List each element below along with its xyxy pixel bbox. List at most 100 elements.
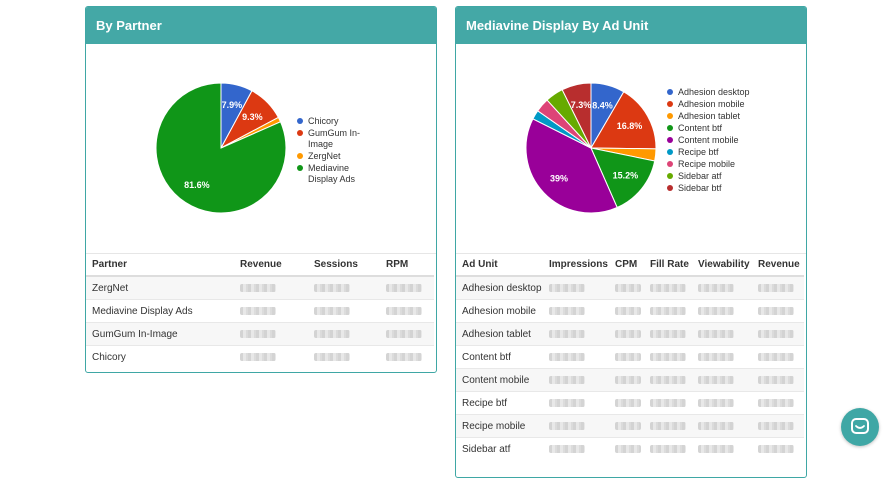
ad-unit-redacted-cell — [644, 368, 692, 392]
partner-slice-label-0: 7.9% — [222, 100, 243, 110]
partner-legend-item[interactable]: Mediavine Display Ads — [297, 163, 377, 185]
ad-unit-table-row[interactable]: Adhesion desktop — [456, 275, 804, 300]
redacted-value — [549, 283, 585, 292]
ad-unit-redacted-cell — [609, 299, 644, 323]
ad-unit-redacted-cell — [752, 275, 804, 300]
partner-row-name: Chicory — [86, 345, 234, 368]
ad-unit-redacted-cell — [543, 368, 609, 392]
ad-unit-table-row[interactable]: Content btf — [456, 345, 804, 369]
redacted-value — [650, 421, 686, 430]
ad-unit-redacted-cell — [692, 437, 752, 460]
partner-column-header[interactable]: Revenue — [234, 254, 308, 277]
redacted-value — [615, 421, 641, 430]
redacted-value — [650, 352, 686, 361]
ad-unit-legend-swatch — [667, 89, 673, 95]
redacted-value — [314, 283, 350, 292]
ad-unit-redacted-cell — [692, 275, 752, 300]
partner-column-header[interactable]: Sessions — [308, 254, 380, 277]
partner-table-row[interactable]: ZergNet — [86, 275, 434, 300]
partner-table-row[interactable]: Mediavine Display Ads — [86, 299, 434, 323]
ad-unit-row-name: Content mobile — [456, 368, 543, 392]
partner-table-header: Partner Revenue Sessions RPM — [86, 254, 434, 277]
ad-unit-slice-label-8: 7.3% — [571, 100, 592, 110]
ad-unit-legend-item[interactable]: Sidebar atf — [667, 171, 757, 182]
redacted-value — [615, 398, 641, 407]
ad-unit-column-header[interactable]: Ad Unit — [456, 254, 543, 277]
ad-unit-redacted-cell — [543, 391, 609, 415]
redacted-value — [650, 375, 686, 384]
partner-legend-item[interactable]: ZergNet — [297, 151, 377, 162]
redacted-value — [758, 421, 794, 430]
ad-unit-redacted-cell — [752, 368, 804, 392]
ad-unit-legend-item[interactable]: Adhesion tablet — [667, 111, 757, 122]
ad-unit-legend-label: Adhesion desktop — [678, 87, 750, 97]
ad-unit-legend-item[interactable]: Adhesion desktop — [667, 87, 757, 98]
partner-redacted-cell — [234, 322, 308, 346]
redacted-value — [758, 329, 794, 338]
ad-unit-legend-item[interactable]: Content btf — [667, 123, 757, 134]
redacted-value — [386, 283, 422, 292]
ad-unit-table-row[interactable]: Recipe btf — [456, 391, 804, 415]
redacted-value — [615, 444, 641, 453]
redacted-value — [615, 329, 641, 338]
ad-unit-redacted-cell — [609, 414, 644, 438]
ad-unit-table: Ad Unit Impressions CPM Fill Rate Viewabilit… — [456, 254, 804, 460]
ad-unit-redacted-cell — [609, 322, 644, 346]
partner-legend: Chicory GumGum In-Image ZergNet Mediavine D… — [297, 116, 377, 186]
ad-unit-redacted-cell — [752, 322, 804, 346]
redacted-value — [240, 329, 276, 338]
redacted-value — [615, 306, 641, 315]
ad-unit-redacted-cell — [752, 414, 804, 438]
ad-unit-legend-label: Adhesion mobile — [678, 99, 745, 109]
ad-unit-legend-item[interactable]: Sidebar btf — [667, 183, 757, 194]
ad-unit-slice-label-0: 8.4% — [592, 100, 613, 110]
ad-unit-column-header[interactable]: Revenue — [752, 254, 804, 277]
ad-unit-legend-item[interactable]: Adhesion mobile — [667, 99, 757, 110]
ad-unit-column-header[interactable]: CPM — [609, 254, 644, 277]
ad-unit-slice-1[interactable] — [590, 91, 657, 150]
ad-unit-table-row[interactable]: Content mobile — [456, 368, 804, 392]
partner-legend-item[interactable]: Chicory — [297, 116, 377, 127]
partner-column-header[interactable]: Partner — [86, 254, 234, 277]
ad-unit-slice-4[interactable] — [525, 118, 618, 214]
partner-column-header[interactable]: RPM — [380, 254, 434, 277]
redacted-value — [698, 306, 734, 315]
partner-table-row[interactable]: GumGum In-Image — [86, 322, 434, 346]
partner-legend-item[interactable]: GumGum In-Image — [297, 128, 377, 150]
redacted-value — [698, 375, 734, 384]
ad-unit-slice-8[interactable] — [561, 82, 592, 149]
ad-unit-legend-item[interactable]: Content mobile — [667, 135, 757, 146]
ad-unit-legend-label: Content mobile — [678, 135, 739, 145]
ad-unit-column-header[interactable]: Fill Rate — [644, 254, 692, 277]
ad-unit-table-row[interactable]: Adhesion mobile — [456, 299, 804, 323]
partner-card-title: By Partner — [86, 7, 436, 44]
ad-unit-legend-item[interactable]: Recipe btf — [667, 147, 757, 158]
ad-unit-column-header[interactable]: Impressions — [543, 254, 609, 277]
ad-unit-legend-label: Adhesion tablet — [678, 111, 741, 121]
partner-pie-chart: 7.9% 9.3% 81.6% — [155, 82, 287, 214]
redacted-value — [650, 306, 686, 315]
redacted-value — [549, 444, 585, 453]
chat-button[interactable] — [841, 408, 879, 446]
ad-unit-redacted-cell — [644, 391, 692, 415]
ad-unit-column-header[interactable]: Viewability — [692, 254, 752, 277]
ad-unit-table-row[interactable]: Recipe mobile — [456, 414, 804, 438]
partner-legend-label: ZergNet — [308, 151, 341, 161]
ad-unit-slice-label-4: 39% — [550, 173, 568, 183]
partner-redacted-cell — [234, 275, 308, 300]
ad-unit-legend-label: Sidebar btf — [678, 183, 722, 193]
ad-unit-redacted-cell — [644, 414, 692, 438]
ad-unit-redacted-cell — [609, 345, 644, 369]
ad-unit-row-name: Recipe mobile — [456, 414, 543, 438]
ad-unit-table-row[interactable]: Adhesion tablet — [456, 322, 804, 346]
ad-unit-legend-item[interactable]: Recipe mobile — [667, 159, 757, 170]
ad-unit-row-name: Adhesion mobile — [456, 299, 543, 323]
partner-redacted-cell — [380, 275, 434, 300]
ad-unit-legend: Adhesion desktop Adhesion mobile Adhesion … — [667, 87, 757, 195]
ad-unit-table-row[interactable]: Sidebar atf — [456, 437, 804, 460]
partner-table-row[interactable]: Chicory — [86, 345, 434, 368]
ad-unit-slice-3[interactable] — [590, 147, 656, 209]
ad-unit-redacted-cell — [692, 345, 752, 369]
partner-slice-3[interactable] — [155, 82, 287, 214]
redacted-value — [240, 306, 276, 315]
